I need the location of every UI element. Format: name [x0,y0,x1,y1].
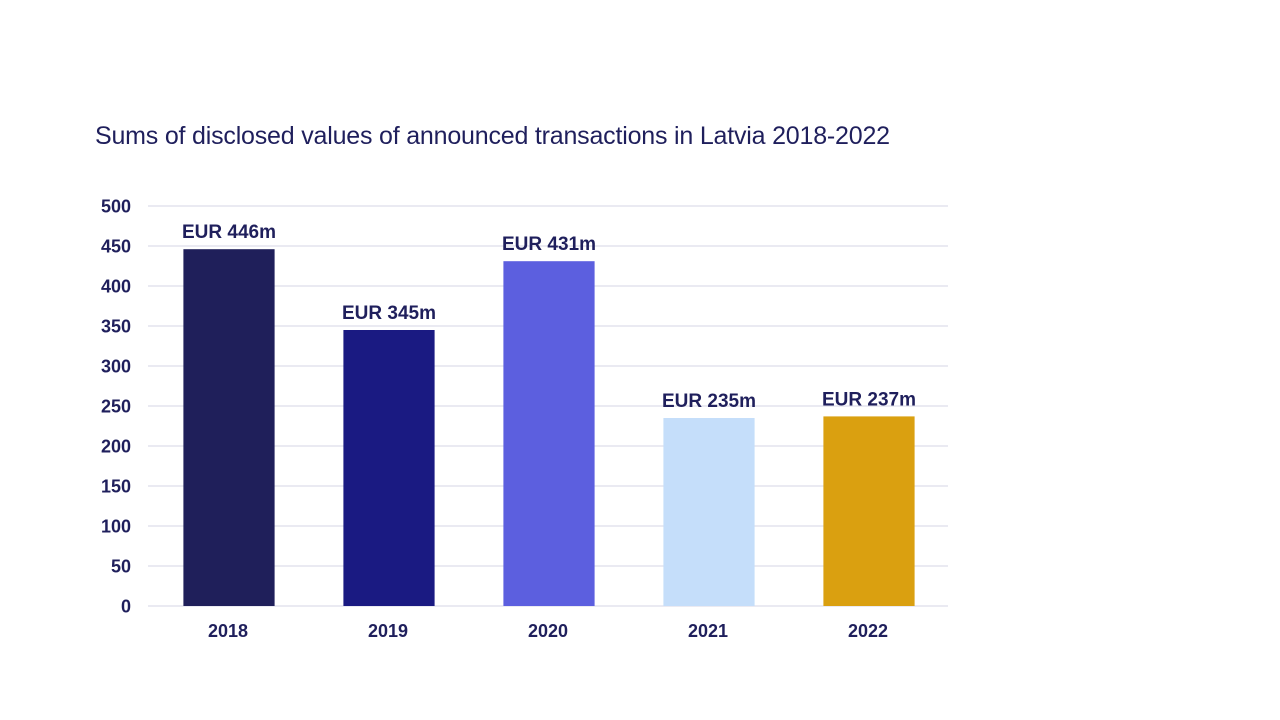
y-tick-label: 200 [101,437,131,457]
x-axis-ticks: 2018 2019 2020 2021 2022 [208,621,888,641]
y-axis-ticks: 0 50 100 150 200 250 300 350 400 450 500 [101,197,131,617]
data-label: EUR 345m [342,303,436,324]
data-label: EUR 237m [822,389,916,410]
y-tick-label: 0 [121,597,131,617]
x-tick-label: 2018 [208,621,248,641]
y-tick-label: 350 [101,317,131,337]
y-tick-label: 300 [101,357,131,377]
bar-2022 [823,416,915,606]
bar-2021 [663,418,755,606]
bar-2018 [183,249,275,606]
x-tick-label: 2020 [528,621,568,641]
y-tick-label: 250 [101,397,131,417]
data-label: EUR 235m [662,391,756,412]
y-tick-label: 100 [101,517,131,537]
data-labels: EUR 446m EUR 345m EUR 431m EUR 235m EUR 237m [182,222,916,412]
y-tick-label: 400 [101,277,131,297]
chart-title: Sums of disclosed values of announced tr… [95,122,890,150]
y-tick-label: 150 [101,477,131,497]
x-tick-label: 2022 [848,621,888,641]
y-tick-label: 500 [101,197,131,217]
bar-2019 [343,330,435,606]
bars [183,249,915,606]
x-tick-label: 2019 [368,621,408,641]
data-label: EUR 431m [502,234,596,255]
x-tick-label: 2021 [688,621,728,641]
y-tick-label: 50 [111,557,131,577]
y-tick-label: 450 [101,237,131,257]
bar-2020 [503,261,595,606]
data-label: EUR 446m [182,222,276,243]
